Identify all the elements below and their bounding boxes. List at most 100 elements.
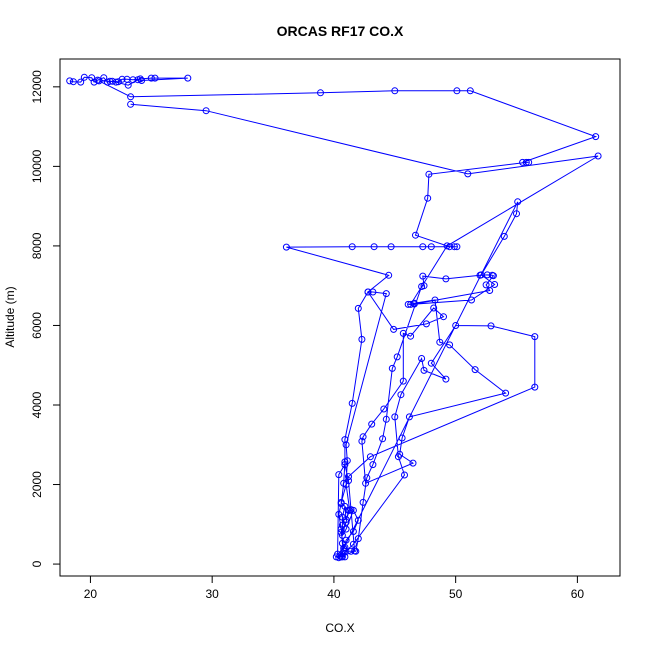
data-point xyxy=(100,74,108,82)
data-point xyxy=(446,341,454,349)
data-point xyxy=(80,73,88,81)
data-point xyxy=(348,399,356,407)
data-point xyxy=(502,389,510,397)
data-point xyxy=(317,89,324,97)
data-point xyxy=(500,232,508,240)
data-point xyxy=(127,93,135,101)
series-line xyxy=(69,76,599,559)
data-point xyxy=(138,77,146,84)
data-point xyxy=(134,76,142,84)
data-point xyxy=(351,547,359,555)
x-tick-label: 50 xyxy=(449,587,463,601)
data-point xyxy=(471,366,479,374)
data-point xyxy=(453,87,461,95)
data-point xyxy=(419,272,427,280)
data-point xyxy=(354,516,362,524)
data-point xyxy=(513,210,520,218)
data-point xyxy=(337,525,345,533)
data-point xyxy=(468,296,475,304)
data-point xyxy=(364,288,372,296)
data-point xyxy=(442,275,450,283)
data-point xyxy=(335,471,343,479)
data-point xyxy=(482,281,490,289)
data-point xyxy=(427,243,435,251)
data-point xyxy=(368,420,376,428)
data-point xyxy=(369,288,377,296)
data-point xyxy=(345,477,352,485)
y-tick-label: 6000 xyxy=(30,312,44,339)
y-tick-label: 0 xyxy=(30,560,44,567)
data-point xyxy=(442,375,450,383)
data-point xyxy=(399,329,407,337)
data-point xyxy=(407,300,415,308)
data-point xyxy=(354,304,362,312)
data-point xyxy=(335,554,343,562)
data-point xyxy=(345,506,352,514)
data-point xyxy=(349,540,357,548)
data-point xyxy=(341,502,349,510)
x-tick-label: 60 xyxy=(571,587,585,601)
data-point xyxy=(114,78,122,86)
data-point xyxy=(466,87,474,95)
series-layer xyxy=(66,73,602,562)
data-point xyxy=(202,107,210,115)
data-point xyxy=(443,242,451,250)
y-axis: 0 2000 4000 6000 8000 10000 12000 xyxy=(30,70,60,567)
data-point xyxy=(342,536,350,544)
x-tick-label: 40 xyxy=(327,587,341,601)
data-point xyxy=(382,290,390,298)
data-point xyxy=(407,332,415,340)
data-point xyxy=(385,271,393,279)
data-point xyxy=(486,287,494,294)
data-point xyxy=(358,335,366,343)
data-point xyxy=(436,338,444,346)
data-point xyxy=(397,391,405,399)
data-point xyxy=(401,471,408,479)
data-point xyxy=(405,413,413,421)
data-point xyxy=(391,87,399,95)
data-point xyxy=(452,322,460,329)
data-point xyxy=(362,479,370,487)
data-point xyxy=(388,364,396,372)
data-point xyxy=(398,434,406,442)
data-point xyxy=(422,320,430,328)
data-point xyxy=(399,377,407,385)
data-point xyxy=(338,513,346,521)
data-point xyxy=(282,243,290,251)
data-point xyxy=(594,152,602,160)
data-point xyxy=(348,243,356,251)
data-point xyxy=(354,535,362,543)
data-point xyxy=(129,76,137,84)
x-tick-label: 20 xyxy=(84,587,98,601)
data-point xyxy=(424,194,432,202)
data-point xyxy=(393,353,401,361)
y-tick-label: 12000 xyxy=(30,70,44,104)
data-point xyxy=(522,158,530,166)
data-point xyxy=(358,437,366,445)
data-point xyxy=(359,498,367,506)
data-point xyxy=(420,282,428,290)
data-point xyxy=(394,453,402,461)
data-point xyxy=(430,304,438,312)
data-point xyxy=(489,272,497,280)
data-point xyxy=(453,243,461,251)
data-point xyxy=(425,170,433,178)
data-point xyxy=(531,333,539,341)
y-tick-label: 8000 xyxy=(30,232,44,259)
x-axis-label: CO.X xyxy=(325,621,354,635)
data-point xyxy=(340,544,348,552)
data-point xyxy=(359,433,367,441)
data-point xyxy=(184,74,192,82)
data-point xyxy=(341,461,349,469)
data-point xyxy=(525,158,533,166)
data-point xyxy=(491,281,499,288)
data-point xyxy=(147,74,155,82)
data-point xyxy=(419,243,427,251)
data-point xyxy=(420,366,428,374)
data-point xyxy=(95,77,103,85)
chart-title: ORCAS RF17 CO.X xyxy=(277,23,404,39)
x-axis: 20 30 40 50 60 xyxy=(84,576,585,601)
data-point xyxy=(341,436,349,444)
data-point xyxy=(477,271,485,279)
